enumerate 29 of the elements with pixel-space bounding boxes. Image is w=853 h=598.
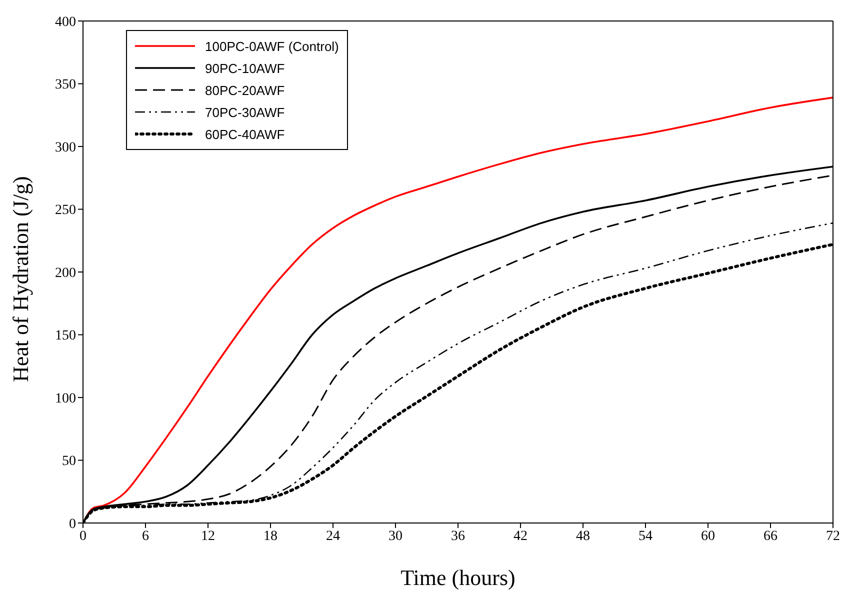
y-tick-label: 300 bbox=[55, 140, 76, 156]
x-tick-label: 6 bbox=[142, 528, 149, 544]
legend-label: 100PC-0AWF (Control) bbox=[205, 38, 339, 54]
y-tick-label: 100 bbox=[55, 391, 76, 406]
x-tick-label: 48 bbox=[576, 528, 590, 544]
y-tick-label: 200 bbox=[55, 266, 76, 281]
x-tick-label: 30 bbox=[388, 528, 402, 544]
y-tick-label: 150 bbox=[55, 328, 76, 344]
y-tick-label: 50 bbox=[62, 454, 76, 470]
y-tick-label: 250 bbox=[55, 203, 76, 218]
x-tick-label: 60 bbox=[701, 528, 715, 544]
x-tick-label: 0 bbox=[80, 528, 86, 544]
x-axis-title: Time (hours) bbox=[400, 565, 516, 590]
x-tick-label: 66 bbox=[764, 528, 778, 544]
x-tick-label: 42 bbox=[514, 528, 528, 544]
x-tick-label: 36 bbox=[451, 528, 465, 544]
y-tick-label: 400 bbox=[55, 14, 76, 30]
x-tick-label: 24 bbox=[326, 528, 340, 544]
legend-label: 90PC-10AWF bbox=[205, 60, 285, 76]
x-tick-label: 18 bbox=[264, 528, 278, 544]
y-axis-title: Heat of Hydration (J/g) bbox=[8, 176, 33, 382]
y-tick-label: 350 bbox=[55, 78, 76, 93]
x-tick-label: 54 bbox=[638, 528, 652, 544]
x-tick-label: 12 bbox=[201, 528, 215, 544]
legend-label: 60PC-40AWF bbox=[205, 126, 285, 142]
x-tick-label: 72 bbox=[826, 528, 840, 544]
y-tick-label: 0 bbox=[69, 516, 76, 532]
legend-label: 80PC-20AWF bbox=[205, 82, 285, 98]
legend-label: 70PC-30AWF bbox=[205, 104, 285, 120]
